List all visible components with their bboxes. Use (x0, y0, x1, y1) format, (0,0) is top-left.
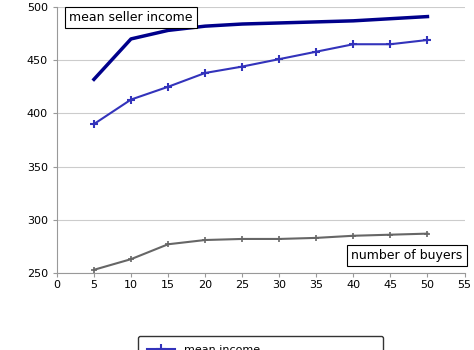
Legend: mean income, maximum theroretical income r, income without quantity decrease: mean income, maximum theroretical income… (138, 336, 383, 350)
Text: mean seller income: mean seller income (69, 11, 192, 24)
Text: number of buyers: number of buyers (351, 249, 463, 262)
